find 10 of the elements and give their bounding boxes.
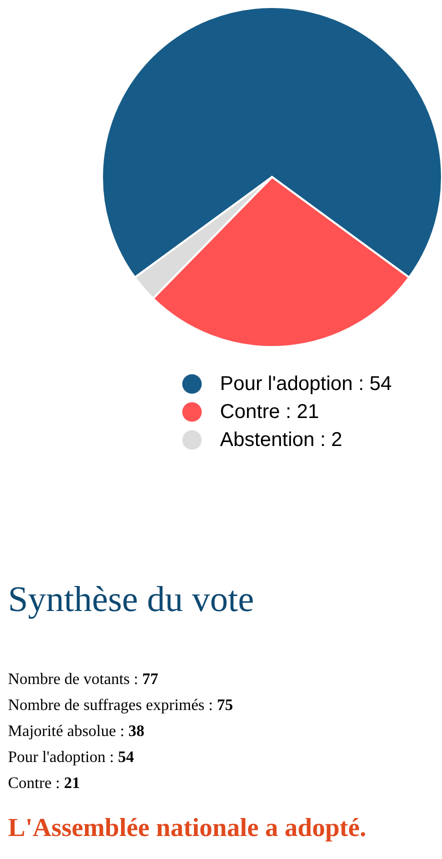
text: Synthèse du vote: [8, 578, 255, 621]
text: Majorité absolue : 38: [8, 722, 146, 742]
text: L'Assemblée nationale a adopté.: [8, 812, 368, 844]
legend-label: Pour l'adoption : 54: [220, 373, 392, 395]
text: Pour l'adoption : 54: [8, 748, 135, 768]
legend-label: Abstention : 2: [220, 429, 342, 451]
legend-label: Contre : 21: [220, 401, 319, 423]
text: Contre : 21: [8, 774, 81, 794]
text: Nombre de suffrages exprimés : 75: [8, 696, 234, 716]
text: Nombre de votants : 77: [8, 670, 160, 690]
